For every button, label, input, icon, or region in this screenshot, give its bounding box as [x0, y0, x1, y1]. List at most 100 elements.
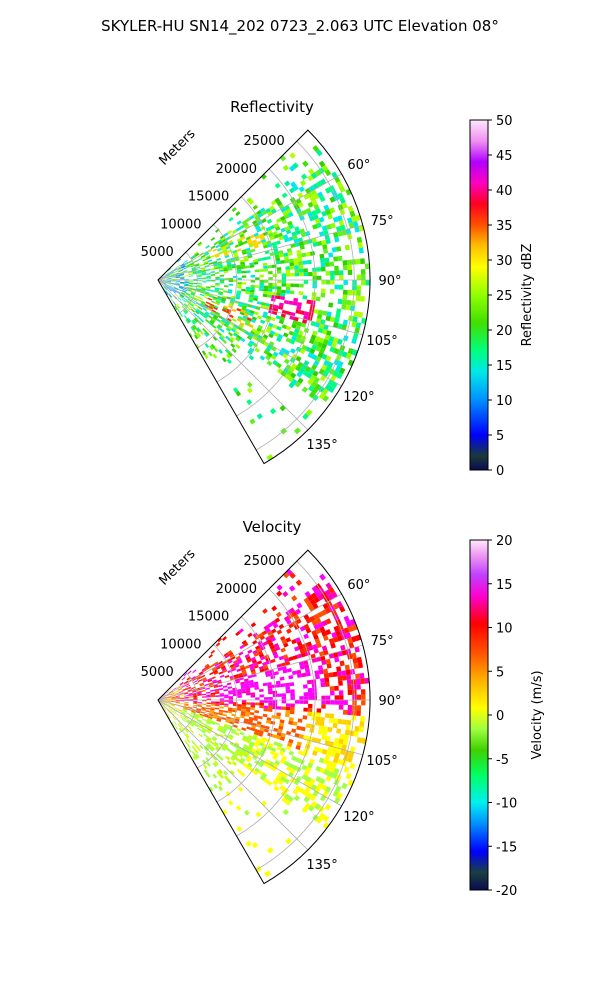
radar-gate — [201, 667, 207, 672]
radar-gate — [305, 409, 313, 416]
radar-gate — [202, 314, 208, 319]
radar-gate — [206, 761, 211, 767]
radar-gate — [240, 771, 246, 777]
radar-gate — [182, 708, 188, 712]
radar-gate — [319, 626, 326, 633]
radar-gate — [255, 702, 260, 706]
radar-gate — [200, 709, 206, 712]
radar-gate — [173, 287, 179, 290]
radar-gate — [219, 733, 224, 738]
colorbar-tick-label: 25 — [496, 289, 513, 304]
radar-gate — [252, 770, 259, 776]
radar-gate — [225, 755, 231, 761]
radar-gate — [179, 273, 184, 276]
radar-gate — [178, 269, 183, 272]
radar-gate — [301, 318, 308, 324]
radar-gate — [302, 715, 308, 720]
radar-gate — [228, 698, 234, 700]
radar-gate — [273, 251, 279, 256]
radar-gate — [246, 238, 252, 243]
radar-gate — [339, 660, 345, 667]
radar-gate — [199, 252, 204, 256]
radar-gate — [216, 770, 222, 776]
radar-gate — [215, 753, 221, 758]
radar-gate — [262, 314, 268, 319]
radar-gate — [331, 341, 338, 349]
radar-gate — [208, 713, 214, 717]
radar-gate — [271, 241, 277, 247]
radar-gate — [321, 328, 328, 335]
radar-gate — [303, 796, 310, 803]
radar-gate — [226, 716, 232, 720]
radar-gate — [295, 608, 302, 615]
radar-gate — [173, 707, 178, 711]
radar-gate — [244, 809, 250, 816]
radar-gate — [322, 338, 329, 345]
radar-gate — [201, 288, 206, 291]
radar-gate — [280, 289, 286, 294]
radar-gate — [254, 269, 260, 273]
radar-gate — [265, 355, 271, 361]
colorbar-tick-label: -10 — [496, 797, 517, 812]
radar-gate — [259, 635, 266, 641]
radar-gate — [288, 258, 294, 263]
radar-gate — [178, 690, 183, 693]
radar-gate — [197, 271, 202, 274]
radar-gate — [263, 291, 268, 295]
radar-gate — [347, 217, 353, 224]
radar-gate — [225, 791, 231, 797]
radar-gate — [332, 231, 339, 238]
radar-gate — [184, 734, 189, 739]
radar-gate — [266, 325, 273, 331]
radar-gate — [261, 218, 267, 224]
radar-gate — [205, 288, 211, 292]
radar-gate — [241, 690, 247, 694]
radar-gate — [200, 268, 206, 271]
radar-gate — [314, 803, 321, 811]
radar-gate — [252, 649, 258, 655]
radar-gate — [236, 689, 242, 692]
radar-gate — [318, 216, 325, 223]
radar-gate — [341, 351, 348, 358]
radar-gate — [175, 276, 180, 278]
radar-gate — [258, 730, 264, 735]
radar-gate — [166, 274, 171, 277]
radar-gate — [195, 674, 201, 678]
radar-gate — [306, 679, 312, 685]
radar-gate — [298, 186, 305, 193]
radar-gate — [166, 709, 171, 714]
radar-gate — [179, 282, 185, 285]
radar-gate — [193, 679, 198, 683]
radar-gate — [246, 702, 251, 705]
radar-gate — [265, 635, 271, 641]
radar-gate — [261, 238, 267, 244]
radar-gate — [252, 219, 258, 225]
radar-gate — [194, 317, 199, 322]
radar-gate — [237, 691, 242, 694]
radar-gate — [354, 226, 360, 233]
radar-gate — [286, 668, 292, 673]
radar-gate — [239, 233, 245, 238]
radar-gate — [245, 291, 250, 295]
radar-gate — [356, 656, 363, 663]
radar-gate — [274, 760, 280, 766]
radar-gate — [191, 325, 196, 331]
radar-gate — [236, 292, 241, 296]
radar-gate — [288, 224, 295, 230]
radar-gate — [163, 707, 167, 711]
radar-gate — [188, 273, 193, 276]
radar-gate — [162, 701, 167, 704]
radar-gate — [181, 712, 186, 715]
radar-gate — [347, 625, 354, 633]
radar-gate — [332, 671, 338, 677]
radar-gate — [241, 706, 247, 710]
radar-gate — [281, 755, 288, 761]
radar-gate — [289, 768, 296, 774]
radar-gate — [328, 638, 335, 645]
radar-gate — [241, 275, 247, 278]
radar-gate — [317, 341, 323, 348]
range-ring — [255, 560, 355, 871]
velocity-field — [158, 568, 370, 877]
radar-gate — [205, 244, 210, 249]
radar-gate — [323, 668, 329, 674]
